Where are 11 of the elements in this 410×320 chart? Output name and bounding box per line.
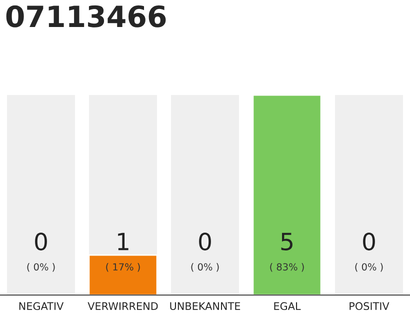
data-label: 5 ( 83% )	[270, 232, 304, 272]
x-tick-label: POSITIV	[350, 302, 390, 310]
data-label: 0 ( 0% )	[191, 232, 219, 272]
data-label: 0 ( 0% )	[27, 232, 55, 272]
data-label: 0 ( 0% )	[355, 232, 383, 272]
chart-title: 07113466	[6, 5, 166, 28]
x-tick-label: VERWIRREND	[88, 302, 158, 310]
x-tick-label: NEGATIV	[19, 302, 64, 310]
x-tick-label: UNBEKANNTE	[170, 302, 240, 310]
x-tick-label: EGAL	[274, 302, 301, 310]
data-label: 1 ( 17% )	[106, 232, 140, 272]
